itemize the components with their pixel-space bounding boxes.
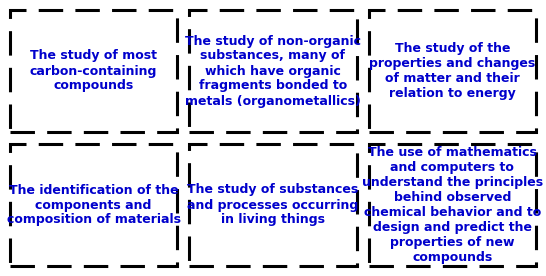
- Text: The study of non-organic
substances, many of
which have organic
fragments bonded: The study of non-organic substances, man…: [185, 34, 361, 107]
- Text: The study of most
carbon-containing
compounds: The study of most carbon-containing comp…: [30, 49, 157, 92]
- Bar: [369, 144, 536, 266]
- Bar: [369, 10, 536, 132]
- Bar: [189, 144, 357, 266]
- Text: The study of the
properties and changes
of matter and their
relation to energy: The study of the properties and changes …: [369, 42, 536, 100]
- Text: The study of substances
and processes occurring
in living things: The study of substances and processes oc…: [187, 184, 359, 227]
- Bar: [189, 10, 357, 132]
- Text: The identification of the
components and
composition of materials: The identification of the components and…: [7, 184, 181, 227]
- Text: The use of mathematics
and computers to
understand the principles
behind observe: The use of mathematics and computers to …: [362, 146, 543, 264]
- Bar: [10, 10, 177, 132]
- Bar: [10, 144, 177, 266]
